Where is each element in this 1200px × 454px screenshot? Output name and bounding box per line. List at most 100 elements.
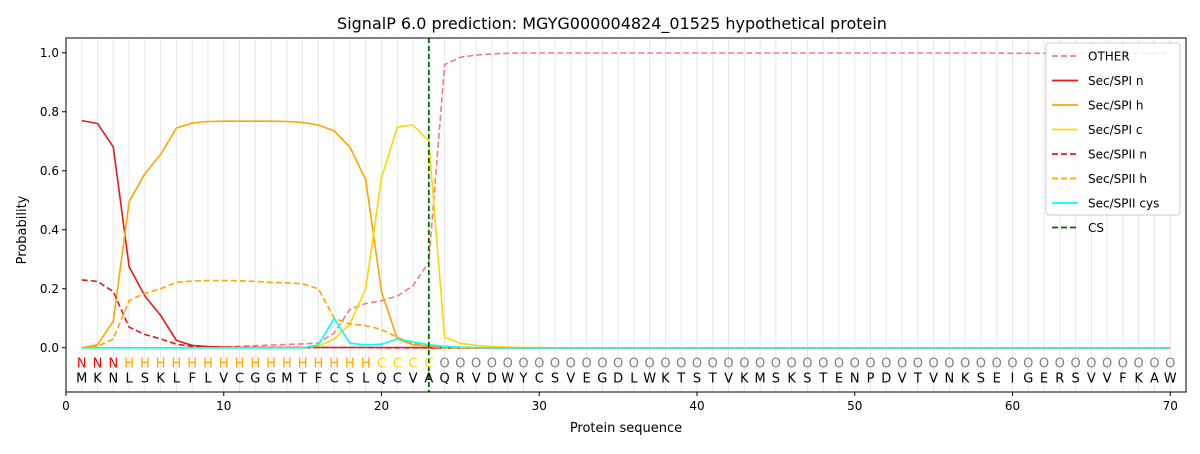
residue-label: Q (376, 371, 386, 386)
region-label: O (1086, 357, 1096, 372)
series-layer (81, 52, 1171, 349)
region-label: O (597, 357, 607, 372)
region-label: O (1023, 357, 1033, 372)
region-label: O (960, 357, 970, 372)
residue-label: K (1134, 371, 1143, 386)
residue-label: R (1055, 371, 1064, 386)
chart-title: SignalP 6.0 prediction: MGYG000004824_01… (337, 14, 887, 34)
residue-label: R (456, 371, 465, 386)
region-label: O (850, 357, 860, 372)
region-label: O (660, 357, 670, 372)
region-label: O (865, 357, 875, 372)
region-label: O (755, 357, 765, 372)
region-label: H (282, 357, 292, 372)
residue-label: D (881, 371, 891, 386)
residue-label: K (740, 371, 749, 386)
residue-label: M (76, 371, 87, 386)
residue-label: W (501, 371, 514, 386)
region-label: O (645, 357, 655, 372)
residue-label: V (898, 371, 907, 386)
residue-label: S (977, 371, 985, 386)
region-label: O (455, 357, 465, 372)
region-label: O (976, 357, 986, 372)
region-label: O (439, 357, 449, 372)
region-label: O (739, 357, 749, 372)
series-line-other (81, 52, 1171, 349)
residue-label: I (1011, 371, 1015, 386)
residue-label: S (772, 371, 780, 386)
legend-label-sec-spi-n: Sec/SPI n (1088, 74, 1143, 88)
residue-label: L (125, 371, 133, 386)
region-label: O (1165, 357, 1175, 372)
legend-label-cs: CS (1088, 221, 1104, 235)
region-label: H (124, 357, 134, 372)
region-label: O (1149, 357, 1159, 372)
residue-label: E (1040, 371, 1048, 386)
residue-label: T (818, 371, 827, 386)
y-tick-label: 0.8 (40, 105, 59, 119)
residue-label: N (945, 371, 955, 386)
series-line-sec-spii-cys (81, 317, 1171, 349)
region-label: O (1102, 357, 1112, 372)
residue-label: F (1119, 371, 1126, 386)
residue-label: E (582, 371, 590, 386)
residue-label: V (724, 371, 733, 386)
residue-label: G (1023, 371, 1033, 386)
residue-label: C (393, 371, 402, 386)
residue-label: C (535, 371, 544, 386)
residue-label: N (108, 371, 118, 386)
residue-label: E (993, 371, 1001, 386)
residue-label: T (708, 371, 717, 386)
region-label: O (723, 357, 733, 372)
region-label: O (834, 357, 844, 372)
region-label: O (818, 357, 828, 372)
residue-label: G (250, 371, 260, 386)
position-gridlines (81, 38, 1171, 392)
residue-label: E (835, 371, 843, 386)
region-label: O (581, 357, 591, 372)
legend-label-sec-spi-c: Sec/SPI c (1088, 123, 1142, 137)
region-label: O (676, 357, 686, 372)
residue-label: G (597, 371, 607, 386)
region-label: O (692, 357, 702, 372)
residue-label: S (693, 371, 701, 386)
region-label: O (518, 357, 528, 372)
residue-label: S (141, 371, 149, 386)
residue-label: L (204, 371, 212, 386)
residue-label: A (424, 371, 433, 386)
residue-label: P (867, 371, 875, 386)
residue-label: K (961, 371, 970, 386)
residue-label: M (754, 371, 765, 386)
residue-label: C (330, 371, 339, 386)
y-tick-label: 1.0 (40, 46, 59, 60)
residue-label: D (487, 371, 497, 386)
region-label: O (897, 357, 907, 372)
region-label: O (1118, 357, 1128, 372)
residue-label: Y (518, 371, 527, 386)
region-label: H (172, 357, 182, 372)
residue-label: K (787, 371, 796, 386)
region-label: H (345, 357, 355, 372)
x-tick-label: 10 (216, 399, 231, 413)
region-label: O (708, 357, 718, 372)
residue-label: T (298, 371, 307, 386)
region-label: O (613, 357, 623, 372)
x-tick-label: 50 (847, 399, 862, 413)
region-label: N (108, 357, 118, 372)
region-label: O (944, 357, 954, 372)
axes-layer: 0 10 20 30 40 50 60 70 0.0 0.2 0.4 0.6 0.8 1.0 (40, 37, 1187, 413)
region-label: O (1134, 357, 1144, 372)
region-label: H (187, 357, 197, 372)
region-label: H (203, 357, 213, 372)
x-tick-label: 0 (62, 399, 70, 413)
region-label: H (140, 357, 150, 372)
residue-label: K (156, 371, 165, 386)
y-tick-label: 0.4 (40, 223, 59, 237)
region-label: O (771, 357, 781, 372)
residue-label: V (1087, 371, 1096, 386)
y-axis-label: Probability (15, 195, 30, 264)
region-label: H (314, 357, 324, 372)
residue-label: S (1071, 371, 1079, 386)
region-label: H (329, 357, 339, 372)
sequence-labels: NMNKNNHLHSHKHLHFHLHVHCHGHGHMHTHFHCHSHLCQ… (76, 357, 1177, 387)
